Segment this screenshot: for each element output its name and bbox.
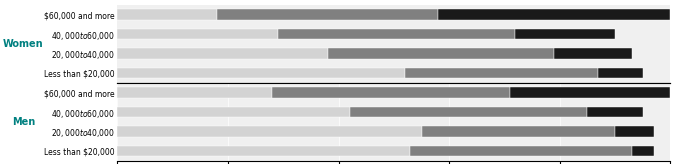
Bar (554, 48, 632, 59)
Bar (117, 48, 328, 59)
Bar (117, 126, 422, 137)
Bar (117, 9, 217, 20)
Bar (422, 126, 615, 137)
Text: Women: Women (3, 39, 44, 49)
Bar (598, 68, 643, 78)
Bar (410, 146, 632, 156)
Bar (632, 146, 654, 156)
Bar (515, 29, 615, 40)
Bar (117, 29, 278, 40)
Bar (278, 29, 515, 40)
Text: Men: Men (12, 117, 35, 127)
Bar (272, 87, 510, 98)
Bar (117, 146, 410, 156)
Bar (328, 48, 554, 59)
Bar (117, 107, 350, 117)
Bar (217, 9, 438, 20)
Bar (405, 68, 598, 78)
Bar (438, 9, 670, 20)
Bar (510, 87, 670, 98)
Bar (615, 126, 654, 137)
Bar (350, 107, 587, 117)
Bar (117, 68, 405, 78)
Bar (587, 107, 643, 117)
Bar (117, 87, 272, 98)
